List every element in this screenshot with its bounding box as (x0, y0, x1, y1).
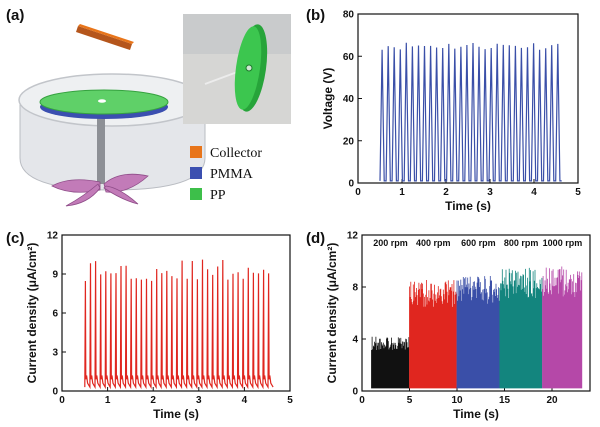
x-tick-label: 15 (499, 395, 511, 406)
y-tick-label: 40 (343, 94, 355, 105)
segment-label: 600 rpm (461, 238, 496, 248)
x-tick-label: 3 (487, 187, 493, 198)
y-axis-label: Voltage (V) (321, 68, 335, 130)
panel-d-label: (d) (306, 230, 325, 247)
y-axis-label: Current density (μA/cm²) (25, 243, 39, 384)
y-tick-label: 12 (347, 231, 359, 242)
panel-a: (a) Collector PMMA PP (6, 7, 291, 207)
x-tick-label: 4 (531, 187, 537, 198)
y-tick-label: 6 (52, 309, 58, 320)
y-tick-label: 20 (343, 136, 355, 147)
legend-swatch-collector (190, 146, 202, 158)
y-tick-label: 12 (47, 231, 59, 242)
x-tick-label: 0 (355, 187, 361, 198)
y-tick-label: 0 (52, 387, 58, 398)
chart-voltage: (b) 0 1 2 3 4 5 0 20 40 60 80 Time (s) Voltage (V) (306, 7, 581, 212)
plot-frame (361, 234, 591, 392)
segment-label: 400 rpm (416, 238, 451, 248)
legend-swatch-pp (190, 188, 202, 200)
segment-label: 800 rpm (504, 238, 539, 248)
x-tick-label: 5 (407, 395, 413, 406)
y-axis-label: Current density (μA/cm²) (325, 243, 339, 384)
segment-series-400-rpm (409, 280, 457, 389)
x-tick-label: 5 (575, 187, 581, 198)
x-tick-label: 1 (399, 187, 405, 198)
segment-series-1000-rpm (542, 266, 583, 389)
y-tick-label: 3 (52, 348, 58, 359)
x-tick-label: 3 (196, 395, 202, 406)
panel-a-label: (a) (6, 7, 24, 24)
x-tick-label: 10 (451, 395, 463, 406)
panel-b-label: (b) (306, 7, 325, 24)
shaft (97, 118, 105, 184)
disc-center-hole (98, 99, 106, 103)
y-tick-label: 0 (348, 179, 354, 190)
segment-label: 200 rpm (373, 238, 408, 248)
y-tick-label: 60 (343, 52, 355, 63)
segment-label: 1000 rpm (543, 238, 583, 248)
x-tick-label: 5 (287, 395, 293, 406)
segment-series-800-rpm (499, 267, 543, 389)
y-tick-label: 9 (52, 270, 58, 281)
x-axis-label: Time (s) (153, 407, 199, 421)
x-tick-label: 1 (105, 395, 111, 406)
x-tick-label: 0 (59, 395, 65, 406)
segment-series-600-rpm (456, 276, 500, 389)
device-photo (183, 14, 291, 124)
legend-label-collector: Collector (210, 146, 262, 161)
current-density-series-line (84, 259, 274, 390)
y-tick-label: 8 (352, 283, 358, 294)
impeller (51, 173, 149, 207)
voltage-series-line (379, 42, 562, 182)
y-tick-label: 4 (352, 335, 358, 346)
segment-series-200-rpm (371, 336, 410, 389)
x-tick-label: 20 (546, 395, 558, 406)
legend-swatch-pmma (190, 167, 202, 179)
x-axis-label: Time (s) (445, 199, 491, 212)
x-tick-label: 4 (242, 395, 248, 406)
y-tick-label: 80 (343, 10, 355, 21)
legend: Collector PMMA PP (190, 146, 262, 203)
x-tick-label: 2 (150, 395, 156, 406)
chart-current-density-rpm: (d) 0 5 10 15 20 0 4 8 12 Time (s) Current density… (306, 230, 591, 421)
x-tick-label: 0 (359, 395, 365, 406)
legend-label-pmma: PMMA (210, 167, 254, 182)
panel-c-label: (c) (6, 230, 24, 247)
x-tick-label: 2 (443, 187, 449, 198)
y-tick-label: 0 (352, 387, 358, 398)
x-axis-label: Time (s) (453, 407, 499, 421)
collector-rod (76, 24, 134, 50)
legend-label-pp: PP (210, 188, 226, 203)
